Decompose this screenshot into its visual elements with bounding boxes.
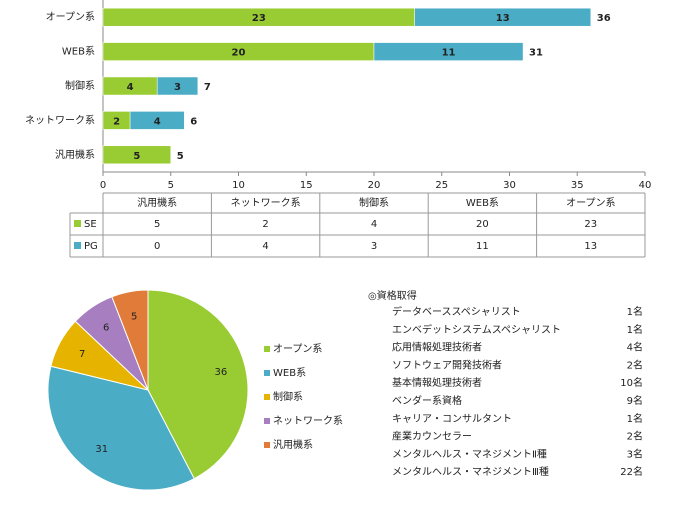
- table-cell: 2: [262, 219, 268, 230]
- bar-segment: [373, 42, 524, 61]
- legend-key: [264, 346, 270, 352]
- table-cell: 20: [476, 219, 489, 230]
- y-tick-label: 制御系: [65, 79, 95, 92]
- table-cell: 11: [476, 241, 489, 252]
- qualification-name: メンタルヘルス・マネジメントⅡ種: [392, 447, 547, 460]
- pie-slice: [111, 289, 149, 391]
- bar-label: 5: [133, 151, 140, 162]
- qualification-count: 2名: [627, 430, 643, 443]
- legend-label: オープン系: [273, 343, 322, 355]
- table-cell: 4: [262, 241, 268, 252]
- table-header: WEB系: [466, 197, 499, 209]
- slice-label: 7: [79, 349, 85, 360]
- bar-label: 4: [154, 116, 161, 127]
- table-cell: 5: [154, 219, 160, 230]
- table-header: 汎用機系: [137, 196, 177, 209]
- total-label: 6: [190, 116, 197, 127]
- legend-key: [74, 220, 81, 227]
- total-label: 36: [597, 13, 611, 24]
- x-tick-label: 35: [571, 180, 584, 191]
- legend-key: [74, 242, 81, 249]
- table-cell: 23: [584, 219, 597, 230]
- bar-label: 20: [232, 48, 246, 59]
- qualification-name: エンベデットシステムスペシャリスト: [392, 323, 561, 336]
- bar-label: 4: [127, 82, 134, 93]
- bar-segment: [129, 111, 185, 130]
- table-header: オープン系: [566, 197, 615, 209]
- legend-key: [264, 370, 270, 376]
- x-tick-label: 0: [100, 180, 106, 191]
- legend-key: [264, 394, 270, 400]
- table-header: 制御系: [359, 196, 389, 209]
- legend-key: [264, 418, 270, 424]
- slice-label: 6: [103, 323, 109, 334]
- x-tick-label: 10: [232, 180, 245, 191]
- table-cell: 4: [371, 219, 377, 230]
- qualification-count: 22名: [620, 465, 643, 478]
- bar-label: 11: [442, 48, 456, 59]
- x-tick-label: 40: [639, 180, 652, 191]
- qualification-name: データベーススペシャリスト: [392, 305, 521, 318]
- total-label: 7: [204, 82, 211, 93]
- qualification-name: キャリア・コンサルタント: [392, 413, 512, 425]
- table-header: ネットワーク系: [231, 197, 301, 209]
- qualification-name: 基本情報処理技術者: [392, 376, 482, 389]
- slice-label: 36: [214, 367, 227, 378]
- qualification-name: ベンダー系資格: [392, 394, 462, 407]
- bar-segment: [414, 7, 592, 27]
- qualification-name: 産業カウンセラー: [392, 430, 472, 443]
- bar-label: 3: [174, 82, 181, 93]
- legend-label: 制御系: [273, 390, 303, 403]
- qualification-name: メンタルヘルス・マネジメントⅢ種: [392, 465, 549, 478]
- bar-label: 2: [113, 116, 120, 127]
- table-cell: 13: [584, 241, 597, 252]
- pie-slice: [47, 365, 195, 491]
- pie-slice: [147, 289, 249, 480]
- legend-label: SE: [84, 219, 97, 230]
- table-cell: 0: [154, 241, 160, 252]
- total-label: 5: [177, 151, 184, 162]
- qualification-name: 応用情報処理技術者: [392, 341, 482, 354]
- legend-label: WEB系: [273, 367, 306, 379]
- y-tick-label: オープン系: [46, 11, 95, 23]
- bar-label: 23: [252, 13, 266, 24]
- x-tick-label: 5: [168, 180, 174, 191]
- bar-segment: [156, 76, 199, 96]
- total-label: 31: [529, 48, 543, 59]
- qualification-count: 1名: [627, 412, 643, 425]
- x-tick-label: 30: [503, 180, 516, 191]
- x-tick-label: 15: [300, 180, 313, 191]
- legend-label: PG: [84, 241, 98, 252]
- qualification-count: 2名: [627, 358, 643, 371]
- bar-label: 13: [496, 13, 510, 24]
- qualification-count: 4名: [627, 341, 643, 354]
- y-tick-label: ネットワーク系: [25, 114, 95, 126]
- qualification-count: 1名: [627, 305, 643, 318]
- qualification-name: ソフトウェア開発技術者: [392, 358, 502, 371]
- x-tick-label: 25: [435, 180, 448, 191]
- qualification-count: 1名: [627, 323, 643, 336]
- legend-label: ネットワーク系: [273, 415, 343, 427]
- legend-label: 汎用機系: [273, 438, 313, 451]
- y-tick-label: 汎用機系: [55, 148, 95, 161]
- slice-label: 5: [131, 311, 137, 322]
- bar-segment: [102, 145, 171, 165]
- table-cell: 3: [371, 241, 377, 252]
- qualifications-title: ◎資格取得: [368, 289, 417, 302]
- qualification-count: 3名: [627, 447, 643, 460]
- x-tick-label: 20: [368, 180, 381, 191]
- slice-label: 31: [95, 444, 108, 455]
- legend-key: [264, 442, 270, 448]
- qualification-count: 10名: [620, 376, 643, 389]
- qualification-count: 9名: [627, 394, 643, 407]
- y-tick-label: WEB系: [62, 46, 95, 58]
